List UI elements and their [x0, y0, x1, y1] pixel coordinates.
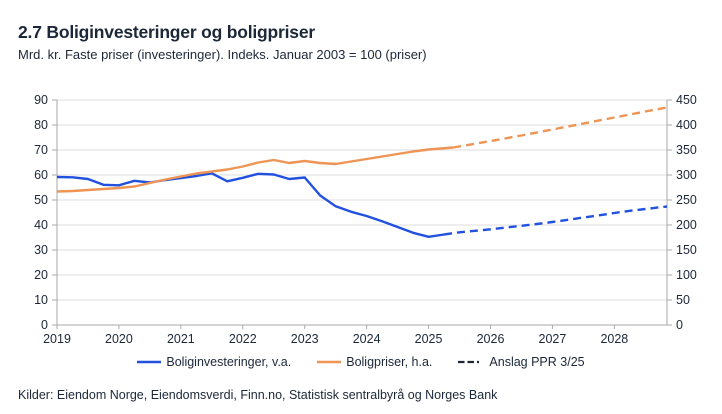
- chart-title: 2.7 Boliginvesteringer og boligpriser: [18, 22, 315, 42]
- series-boliginvesteringer-anslag-ppr-3-25: [443, 205, 668, 236]
- source-note: Kilder: Eiendom Norge, Eiendomsverdi, Fi…: [18, 388, 498, 402]
- legend-swatch-solid-orange-icon: [317, 360, 342, 364]
- x-tick-label: 2024: [352, 332, 381, 346]
- y-right-tick-label: 200: [676, 218, 697, 232]
- y-left-tick-label: 40: [34, 218, 48, 232]
- chart-subtitle: Mrd. kr. Faste priser (investeringer). I…: [18, 47, 427, 62]
- y-left-tick-label: 50: [34, 193, 48, 207]
- x-tick-label: 2028: [600, 332, 629, 346]
- y-right-tick-label: 400: [676, 118, 697, 132]
- legend-swatch-solid-blue-icon: [137, 360, 162, 364]
- legend-swatch-dashdot-navy-icon: [458, 360, 485, 364]
- series-boligpriser-anslag-ppr-3-25: [453, 106, 668, 149]
- y-left-tick-label: 0: [41, 318, 48, 332]
- legend-item-boligpriser: Boligpriser, h.a.: [317, 355, 432, 369]
- series-boliginvesteringer-v-a-: [56, 172, 445, 239]
- y-right-tick-label: 300: [676, 168, 697, 182]
- chart-legend: Boliginvesteringer, v.a. Boligpriser, h.…: [0, 355, 722, 369]
- legend-label: Anslag PPR 3/25: [489, 355, 585, 369]
- y-left-tick-label: 80: [34, 118, 48, 132]
- legend-label: Boligpriser, h.a.: [346, 355, 433, 369]
- x-tick-label: 2020: [105, 332, 133, 346]
- legend-item-anslag: Anslag PPR 3/25: [458, 355, 585, 369]
- x-tick-label: 2019: [43, 332, 71, 346]
- y-left-tick-label: 20: [34, 268, 48, 282]
- y-left-tick-label: 70: [34, 143, 48, 157]
- x-tick-label: 2026: [476, 332, 505, 346]
- y-right-tick-label: 450: [676, 93, 697, 107]
- y-right-tick-label: 150: [676, 243, 697, 257]
- y-right-tick-label: 0: [676, 318, 683, 332]
- y-right-tick-label: 100: [676, 268, 697, 282]
- x-tick-label: 2025: [414, 332, 443, 346]
- series-boligpriser-h-a-: [56, 146, 454, 193]
- y-right-tick-label: 350: [676, 143, 697, 157]
- x-tick-label: 2022: [228, 332, 257, 346]
- y-left-tick-label: 90: [34, 93, 48, 107]
- y-left-tick-label: 30: [34, 243, 48, 257]
- x-tick-label: 2023: [290, 332, 319, 346]
- x-tick-label: 2021: [166, 332, 195, 346]
- y-right-tick-label: 50: [676, 293, 690, 307]
- y-left-tick-label: 10: [34, 293, 48, 307]
- y-left-tick-label: 60: [34, 168, 48, 182]
- legend-label: Boliginvesteringer, v.a.: [166, 355, 292, 369]
- legend-item-boliginvesteringer: Boliginvesteringer, v.a.: [137, 355, 291, 369]
- x-tick-label: 2027: [538, 332, 567, 346]
- y-right-tick-label: 250: [676, 193, 697, 207]
